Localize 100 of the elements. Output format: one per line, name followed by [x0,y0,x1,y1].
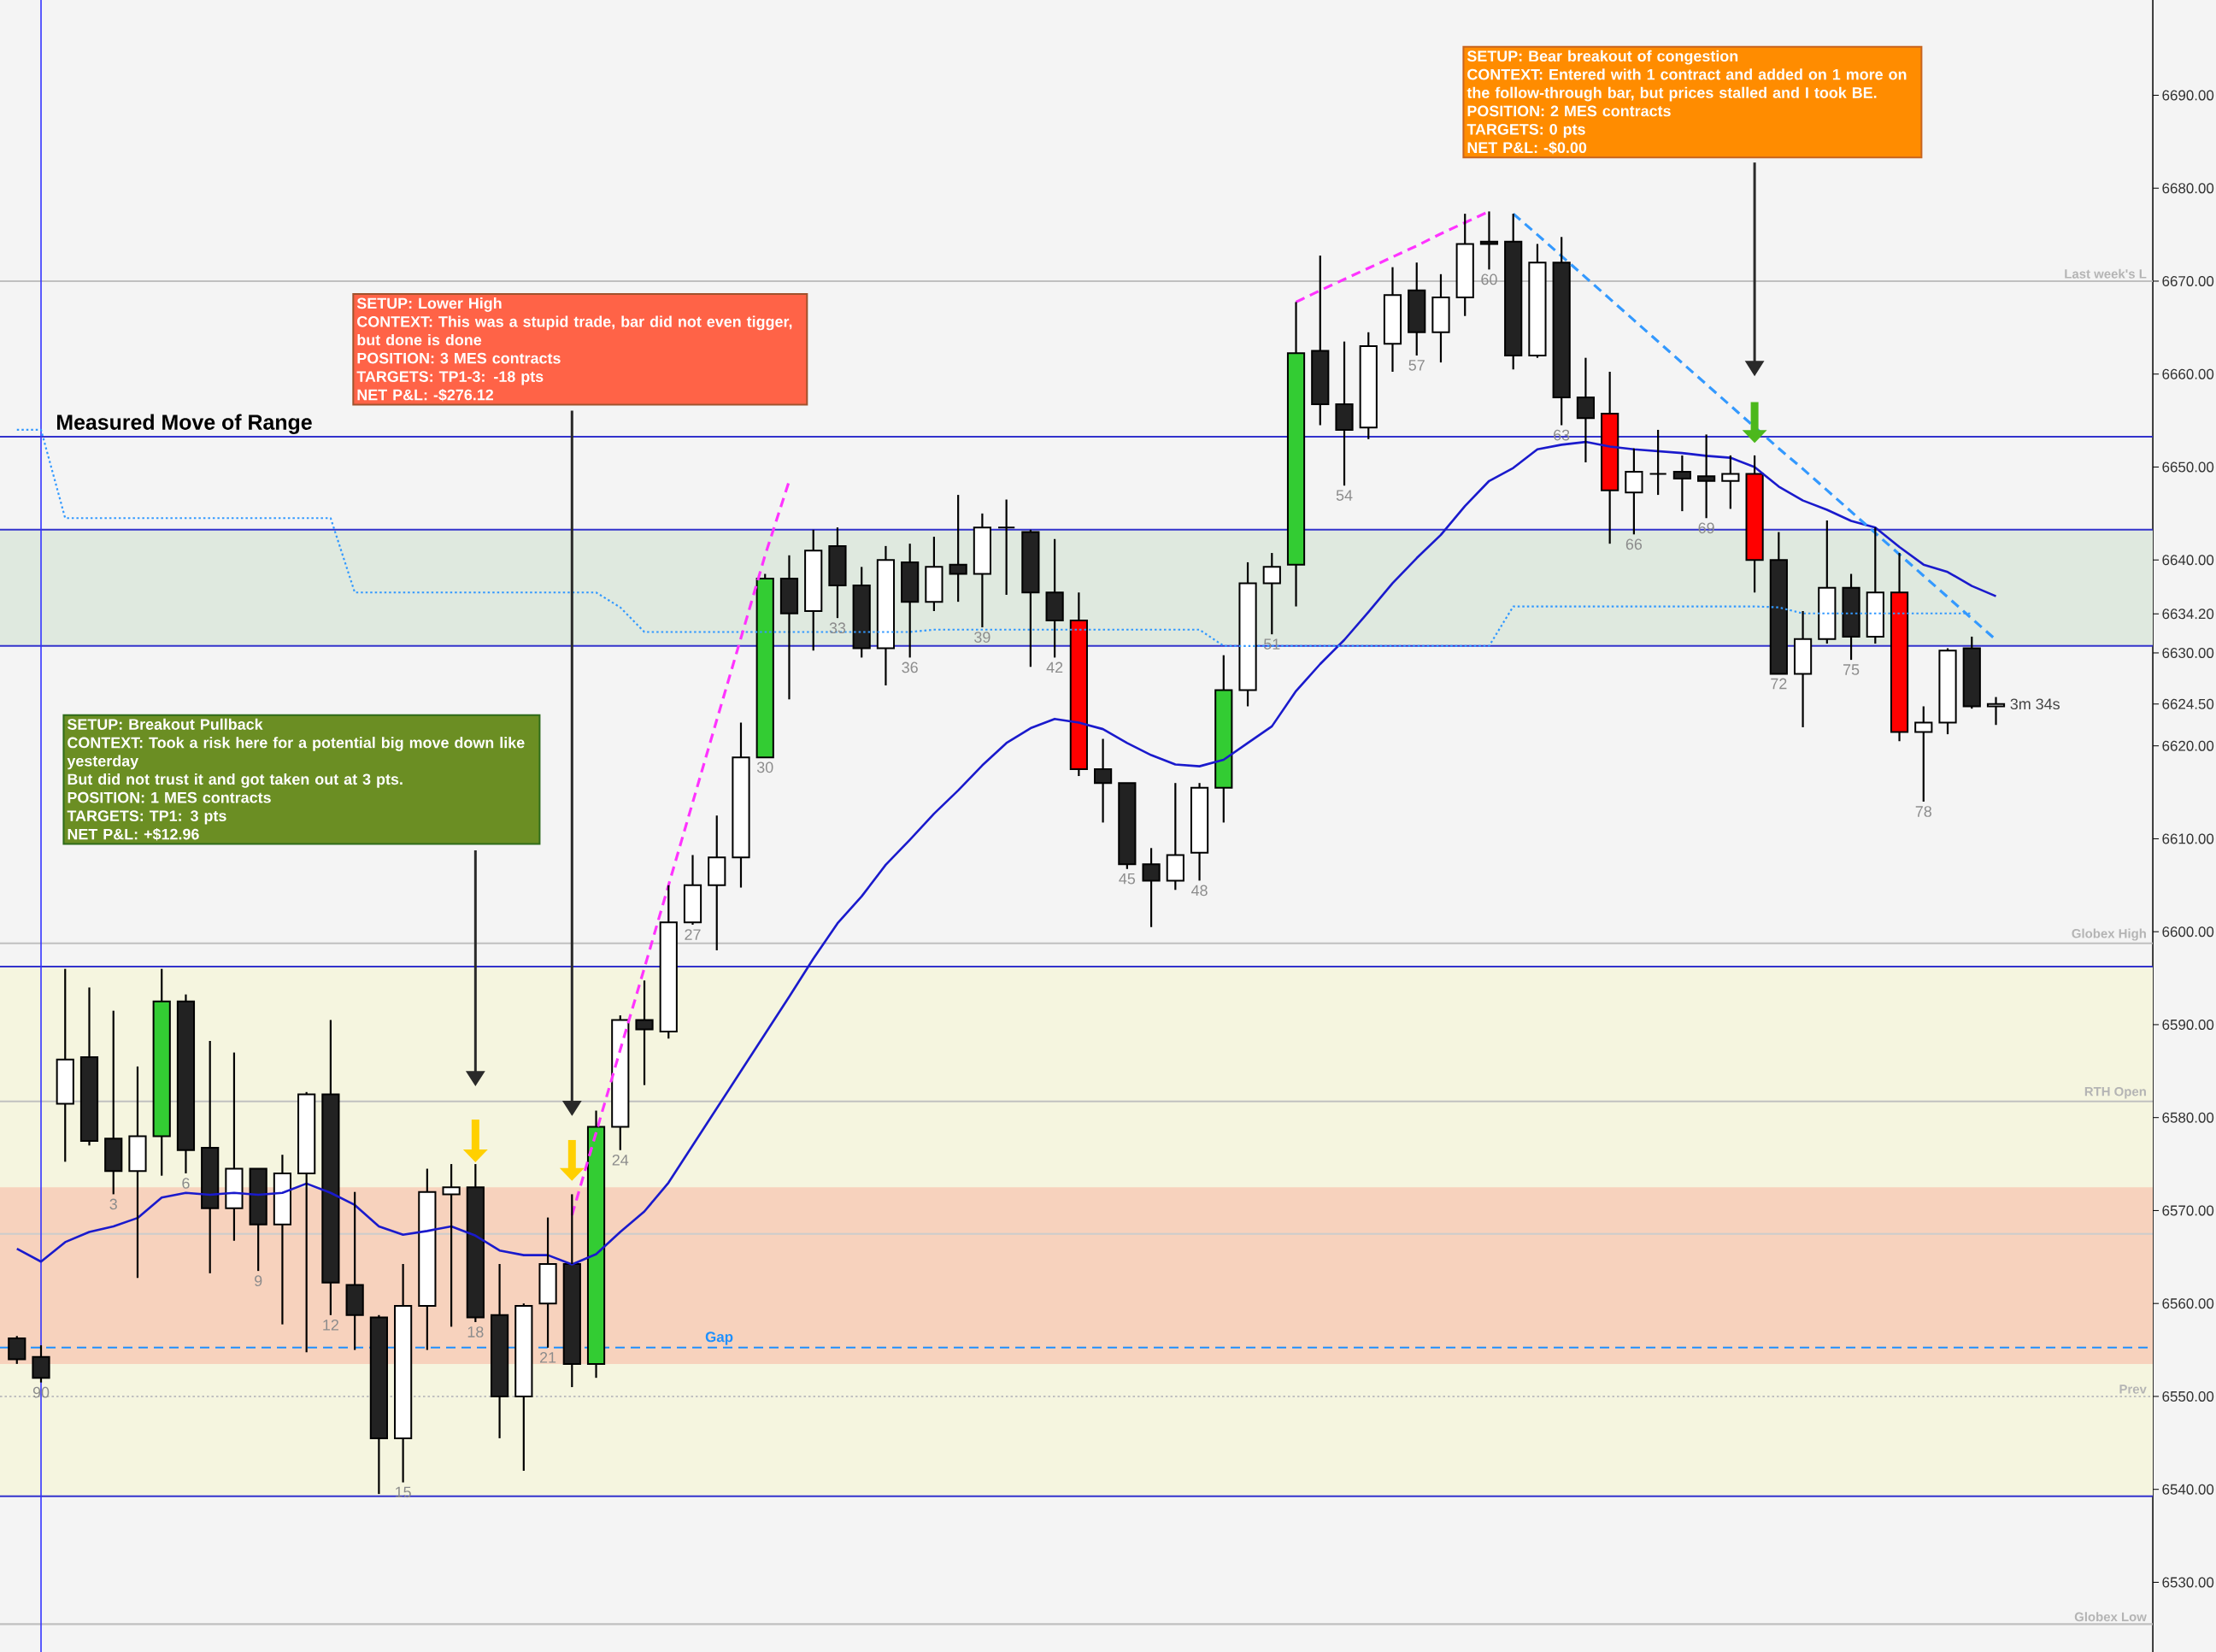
y-tick-label: 6660.00 [2162,368,2214,379]
candlestick [635,979,654,1086]
candlestick [949,493,967,603]
candlestick [925,535,943,613]
candlestick [201,1039,220,1274]
y-tick-label: 6690.00 [2162,90,2214,101]
candlestick [1335,340,1354,487]
ref-line-label: Last week's L [2065,268,2147,279]
candlestick [779,554,799,701]
candlestick [708,814,726,952]
y-tick-label: 6560.00 [2162,1298,2214,1309]
candlestick [442,1162,461,1328]
candlestick [394,1262,413,1484]
y-tick-label: 6620.00 [2162,740,2214,751]
ref-line-label: Prev [2119,1385,2147,1394]
y-tick-label: 6680.00 [2162,183,2214,194]
x-tick-label: 24 [612,1154,629,1166]
candlestick [1166,782,1184,891]
annotation: SETUP: Bear breakout of congestion [1467,50,1738,65]
candlestick [538,1216,557,1349]
candlestick [152,967,171,1177]
annotation: CONTEXT: This was a stupid trade, bar did not even tigger, but done is done [357,315,792,346]
candlestick [1601,370,1619,545]
candlestick [1311,254,1330,426]
x-tick-label: 9 [255,1275,262,1287]
candlestick [345,1190,364,1351]
candlestick [1914,705,1933,803]
annotation: NET P&L: -$276.12 [357,388,494,402]
candlestick [1745,454,1764,594]
candlestick [1697,433,1716,520]
y-tick-label: 6630.00 [2162,647,2214,658]
candlestick [418,1167,437,1351]
x-tick-label: 27 [685,929,701,940]
x-tick-label: 48 [1191,885,1208,897]
ref-line-label: RTH Open [2084,1086,2146,1099]
candlestick [1142,847,1161,928]
candlestick [732,721,750,889]
annotation: NET P&L: +$12.96 [68,827,199,841]
candlestick [683,854,702,926]
candlestick [1576,356,1596,464]
candlestick [321,1019,340,1316]
candlestick [273,1154,292,1326]
x-tick-label: 21 [540,1352,556,1363]
candlestick [1625,447,1643,536]
annotation: TARGETS: 0 pts [1467,123,1585,138]
candlestick [997,498,1016,597]
y-tick-label: 6640.00 [2162,555,2214,566]
candlestick [79,986,99,1147]
candlestick [1721,454,1740,510]
candlestick [1045,538,1064,659]
y-tick-label: 6580.00 [2162,1112,2214,1123]
x-tick-label: 12 [323,1319,338,1331]
x-tick-label: 15 [396,1486,411,1498]
candlestick [1238,561,1257,708]
candlestick [297,1091,316,1354]
candlestick [828,526,847,620]
y-tick-label: 6530.00 [2162,1577,2214,1588]
x-tick-label: 78 [1915,806,1931,817]
candlestick [1021,528,1040,668]
candlestick [490,1262,509,1439]
candlestick [1793,609,1813,729]
y-tick-label: 6550.00 [2162,1390,2214,1402]
text: 3m 34s [2010,698,2060,710]
y-tick-label: 6590.00 [2162,1019,2214,1030]
candlestick [128,1065,147,1279]
candlestick [804,528,823,652]
x-tick-label: 3 [109,1198,117,1210]
x-tick-label: 18 [467,1326,484,1337]
candlestick [1649,428,1667,497]
candlestick [562,1193,581,1389]
annotation: But did not trust it and got taken out at 3 pts. [68,773,403,788]
annotation: POSITION: 3 MES contracts [357,352,561,364]
candlestick [1962,635,1981,710]
candlestick [1431,273,1450,364]
candlestick [225,1051,244,1242]
candlestick [369,1314,388,1496]
y-tick-label: 6610.00 [2162,833,2214,844]
x-tick-label: 54 [1336,490,1353,501]
x-tick-label: 60 [1481,273,1497,285]
y-tick-label: 6570.00 [2162,1205,2214,1216]
candlestick [1094,738,1113,824]
x-tick-label: 66 [1625,538,1643,550]
candlestick [1286,301,1306,608]
x-tick-label: 36 [902,661,918,673]
annotation: POSITION: 1 MES contracts [68,791,271,803]
candlestick [611,1014,630,1151]
annotation: NET P&L: -$0.00 [1467,141,1587,155]
ref-line-label: Measured Move of Range [57,414,312,434]
annotation: CONTEXT: Took a risk here for a potential big move down like yesterday [67,737,525,770]
candlestick [1672,454,1691,513]
candlestick [1214,654,1233,824]
x-tick-label: 72 [1771,678,1787,690]
candlestick [514,1302,533,1473]
x-tick-label: 30 [756,761,773,773]
candlestick [1383,266,1402,373]
y-tick-label: 6624.50 [2162,698,2214,709]
candlestick [1890,551,1909,743]
ref-line-label: Globex High [2072,928,2146,941]
candlestick [1528,243,1547,359]
candlestick [876,544,896,687]
